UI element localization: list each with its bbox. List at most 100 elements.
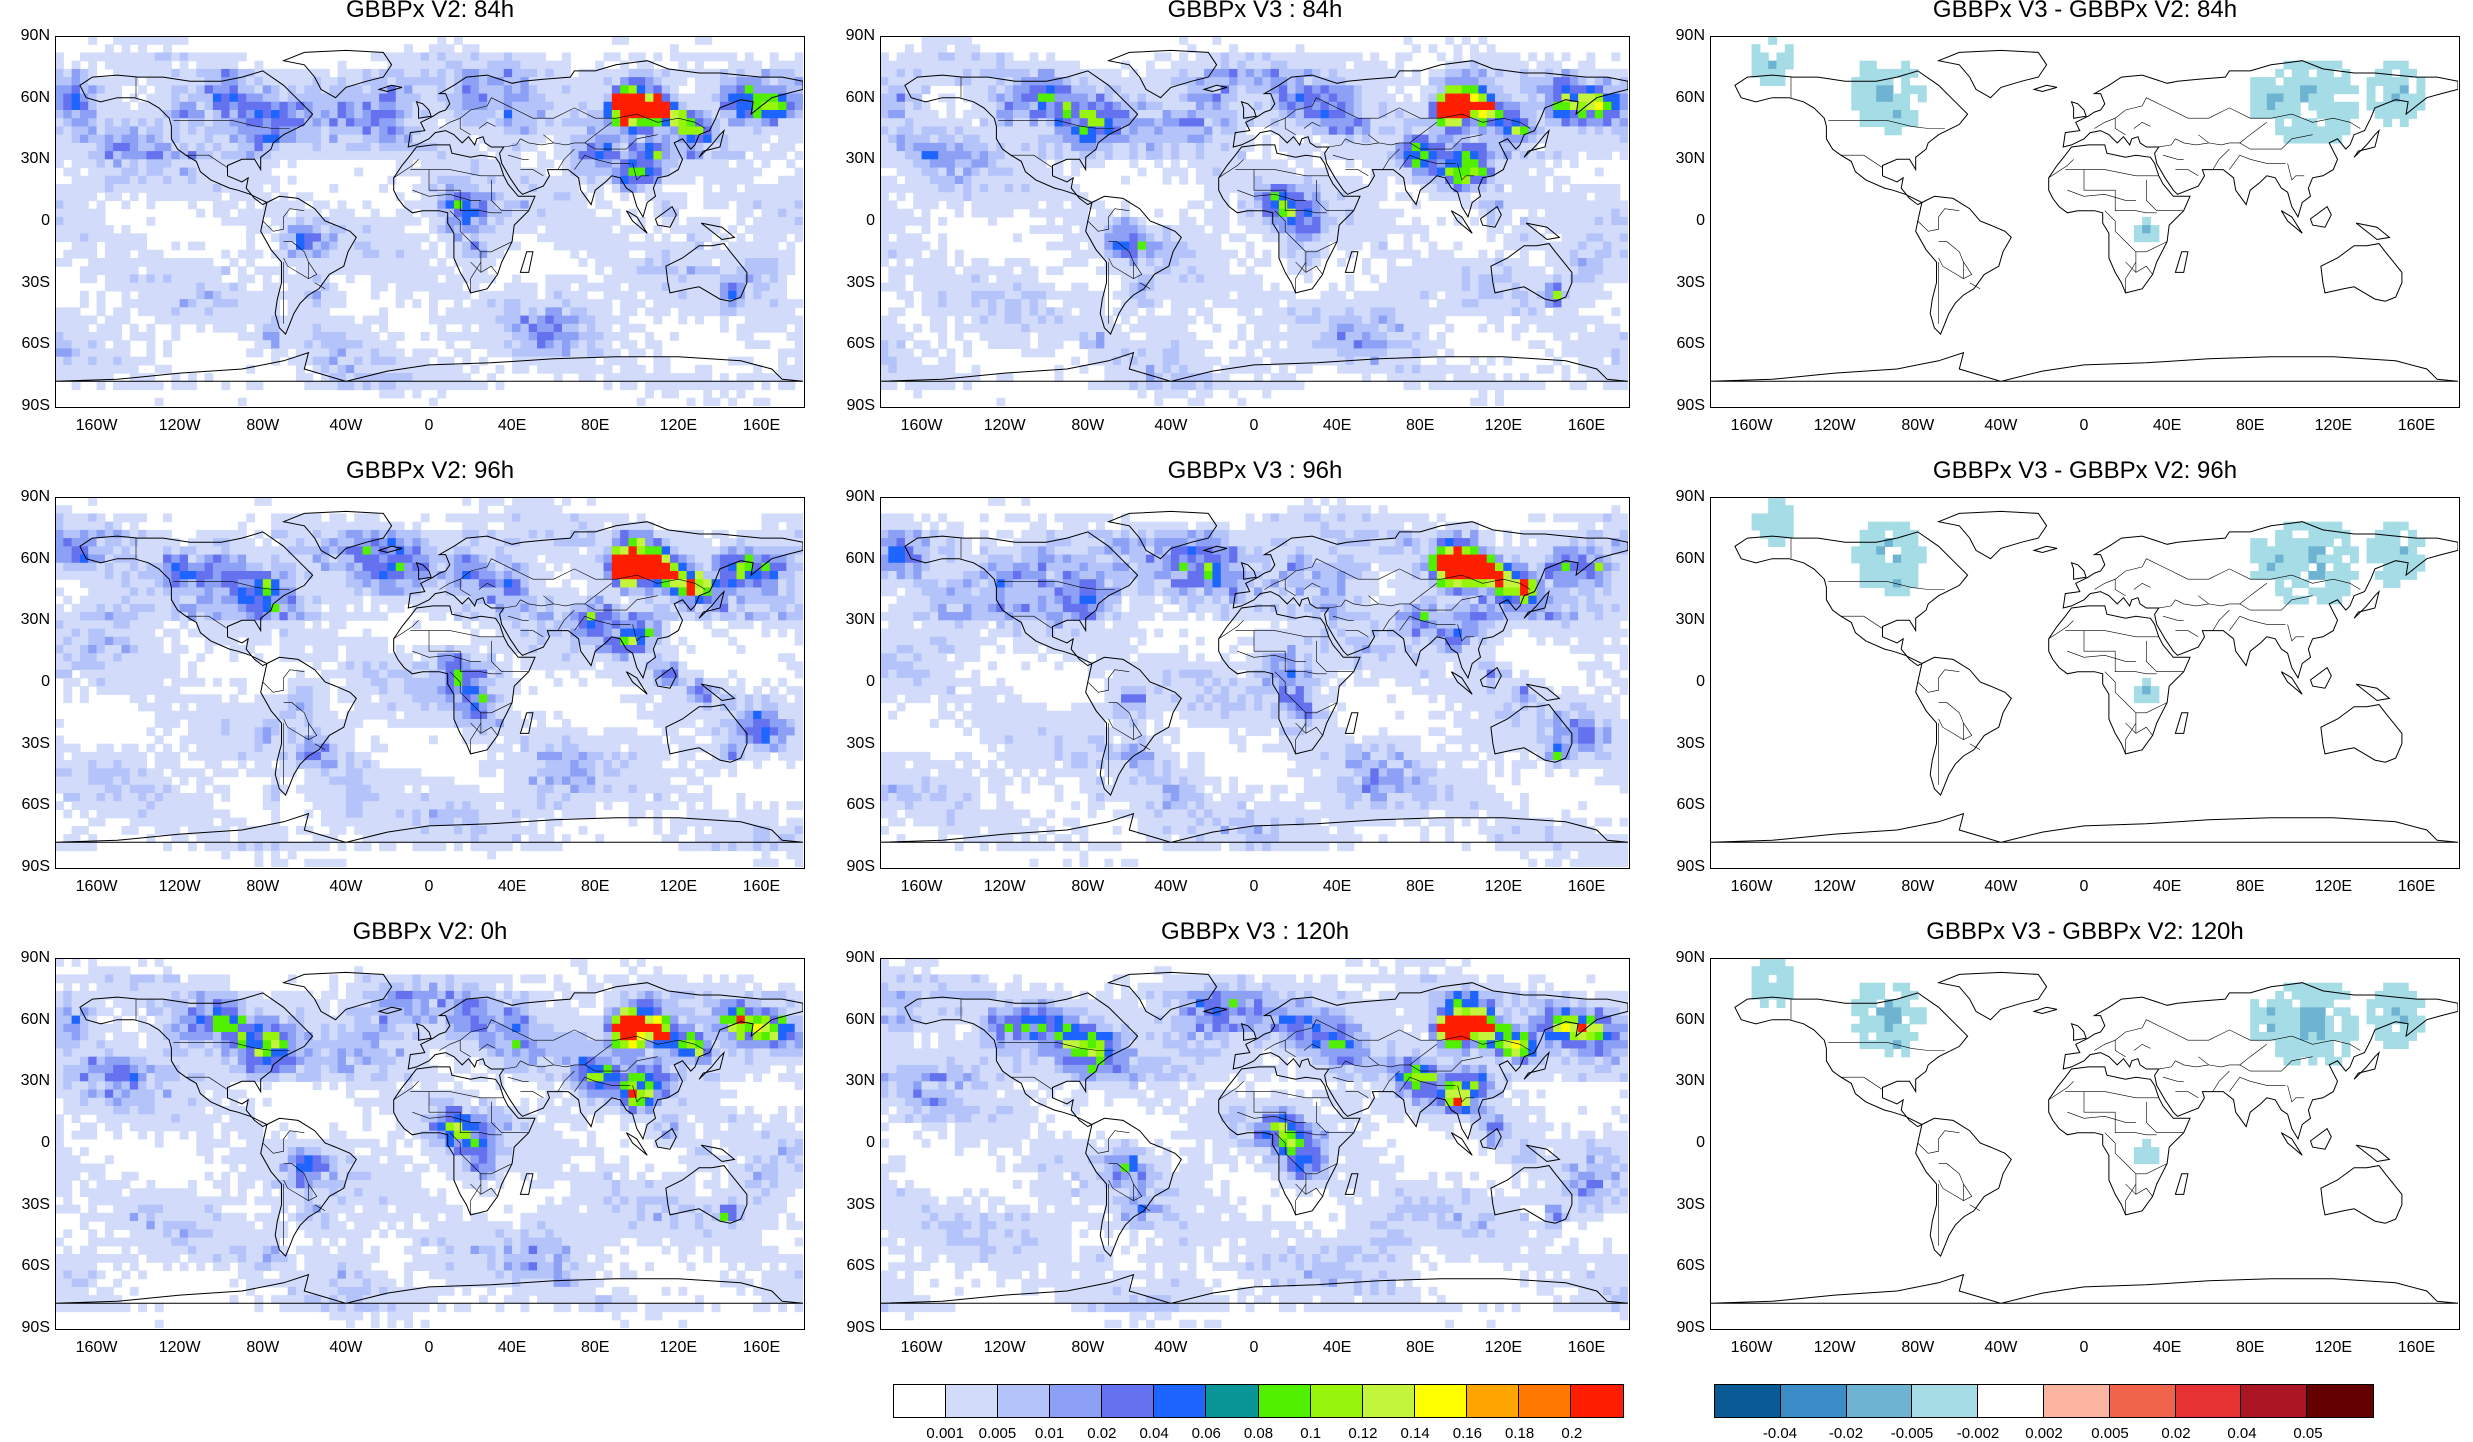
lon-tick-label: 80W bbox=[1071, 418, 1104, 434]
colorbar-swatch bbox=[998, 1385, 1050, 1417]
lon-tick-label: 120E bbox=[2315, 879, 2352, 895]
colorbar-main bbox=[893, 1384, 1624, 1418]
map-svg bbox=[55, 36, 803, 406]
lon-tick-label: 80W bbox=[1901, 1340, 1934, 1356]
lat-tick-label: 90N bbox=[1655, 950, 1705, 966]
lat-tick-label: 90N bbox=[1655, 28, 1705, 44]
lon-tick-label: 120W bbox=[984, 418, 1026, 434]
lon-tick-label: 40E bbox=[1323, 879, 1351, 895]
lon-tick-label: 120W bbox=[984, 1340, 1026, 1356]
colorbar-swatch bbox=[2241, 1385, 2307, 1417]
lat-tick-label: 60N bbox=[1655, 551, 1705, 567]
lat-tick-label: 90N bbox=[0, 950, 50, 966]
lat-tick-label: 60S bbox=[825, 1258, 875, 1274]
colorbar-label: 0.01 bbox=[1035, 1426, 1064, 1441]
map-svg bbox=[880, 958, 1628, 1328]
lon-tick-label: 160W bbox=[76, 418, 118, 434]
colorbar-label: -0.02 bbox=[1829, 1426, 1863, 1441]
colorbar-label: -0.04 bbox=[1763, 1426, 1797, 1441]
colorbar-swatch bbox=[1781, 1385, 1847, 1417]
lon-tick-label: 40E bbox=[1323, 418, 1351, 434]
lon-tick-label: 0 bbox=[2080, 1340, 2089, 1356]
lat-tick-label: 30S bbox=[0, 736, 50, 752]
colorbar-label: 0.2 bbox=[1561, 1426, 1582, 1441]
colorbar-swatch bbox=[2044, 1385, 2110, 1417]
colorbar-label: 0.04 bbox=[2227, 1426, 2256, 1441]
lat-tick-label: 90S bbox=[1655, 1320, 1705, 1336]
lat-tick-label: 90S bbox=[825, 1320, 875, 1336]
lon-tick-label: 40E bbox=[498, 418, 526, 434]
lon-tick-label: 120W bbox=[984, 879, 1026, 895]
panel-title: GBBPx V3 : 84h bbox=[880, 0, 1630, 22]
lon-tick-label: 120E bbox=[660, 418, 697, 434]
lat-tick-label: 30S bbox=[0, 275, 50, 291]
colorbar-label: 0.005 bbox=[2091, 1426, 2129, 1441]
lat-tick-label: 90N bbox=[825, 28, 875, 44]
map-svg bbox=[55, 958, 803, 1328]
colorbar-label: -0.005 bbox=[1891, 1426, 1934, 1441]
lon-tick-label: 160E bbox=[2398, 418, 2435, 434]
lon-tick-label: 80E bbox=[2236, 418, 2264, 434]
lat-tick-label: 60N bbox=[0, 1012, 50, 1028]
lon-tick-label: 40W bbox=[329, 418, 362, 434]
lat-tick-label: 30N bbox=[1655, 151, 1705, 167]
colorbar-swatch bbox=[1912, 1385, 1978, 1417]
lon-tick-label: 0 bbox=[1250, 879, 1259, 895]
lat-tick-label: 60N bbox=[0, 90, 50, 106]
panel-title: GBBPx V3 - GBBPx V2: 120h bbox=[1710, 920, 2460, 944]
lat-tick-label: 30S bbox=[825, 736, 875, 752]
lon-tick-label: 120W bbox=[1814, 1340, 1856, 1356]
colorbar-swatch bbox=[1050, 1385, 1102, 1417]
lon-tick-label: 160W bbox=[1731, 1340, 1773, 1356]
lon-tick-label: 0 bbox=[1250, 418, 1259, 434]
colorbar-swatch bbox=[1467, 1385, 1519, 1417]
lon-tick-label: 120W bbox=[159, 1340, 201, 1356]
field-cells bbox=[880, 36, 1628, 406]
lon-tick-label: 0 bbox=[2080, 418, 2089, 434]
panel-title: GBBPx V2: 84h bbox=[55, 0, 805, 22]
lon-tick-label: 80E bbox=[1406, 879, 1434, 895]
lat-tick-label: 90N bbox=[0, 489, 50, 505]
lat-tick-label: 30N bbox=[825, 151, 875, 167]
map-plot-area bbox=[55, 958, 805, 1330]
colorbar-swatch bbox=[1847, 1385, 1913, 1417]
lon-tick-label: 80E bbox=[2236, 879, 2264, 895]
colorbar-swatch bbox=[1102, 1385, 1154, 1417]
lon-tick-label: 120W bbox=[159, 879, 201, 895]
colorbar-label: 0.12 bbox=[1348, 1426, 1377, 1441]
lon-tick-label: 160W bbox=[901, 879, 943, 895]
lon-tick-label: 80W bbox=[246, 879, 279, 895]
colorbar-label: 0.1 bbox=[1300, 1426, 1321, 1441]
colorbar-label: 0.05 bbox=[2293, 1426, 2322, 1441]
colorbar-swatch bbox=[1571, 1385, 1623, 1417]
lat-tick-label: 90N bbox=[825, 489, 875, 505]
lat-tick-label: 30N bbox=[0, 151, 50, 167]
lat-tick-label: 90S bbox=[0, 398, 50, 414]
lat-tick-label: 60N bbox=[825, 1012, 875, 1028]
panel-title: GBBPx V3 : 120h bbox=[880, 920, 1630, 944]
lon-tick-label: 40W bbox=[1984, 879, 2017, 895]
colorbar-swatch bbox=[2176, 1385, 2242, 1417]
lon-tick-label: 0 bbox=[2080, 879, 2089, 895]
panel-title: GBBPx V3 - GBBPx V2: 84h bbox=[1710, 0, 2460, 22]
panel-title: GBBPx V3 : 96h bbox=[880, 459, 1630, 483]
colorbar-swatch bbox=[1259, 1385, 1311, 1417]
lon-tick-label: 0 bbox=[1250, 1340, 1259, 1356]
lat-tick-label: 0 bbox=[825, 1135, 875, 1151]
colorbar-swatch bbox=[1363, 1385, 1415, 1417]
lat-tick-label: 90S bbox=[825, 398, 875, 414]
colorbar-label: 0.04 bbox=[1139, 1426, 1168, 1441]
lon-tick-label: 0 bbox=[425, 418, 434, 434]
lat-tick-label: 60S bbox=[1655, 336, 1705, 352]
lon-tick-label: 80W bbox=[246, 418, 279, 434]
lat-tick-label: 60S bbox=[825, 797, 875, 813]
lat-tick-label: 60S bbox=[0, 336, 50, 352]
colorbar-swatch bbox=[894, 1385, 946, 1417]
lon-tick-label: 40W bbox=[1984, 418, 2017, 434]
lon-tick-label: 80W bbox=[246, 1340, 279, 1356]
lon-tick-label: 120W bbox=[1814, 418, 1856, 434]
